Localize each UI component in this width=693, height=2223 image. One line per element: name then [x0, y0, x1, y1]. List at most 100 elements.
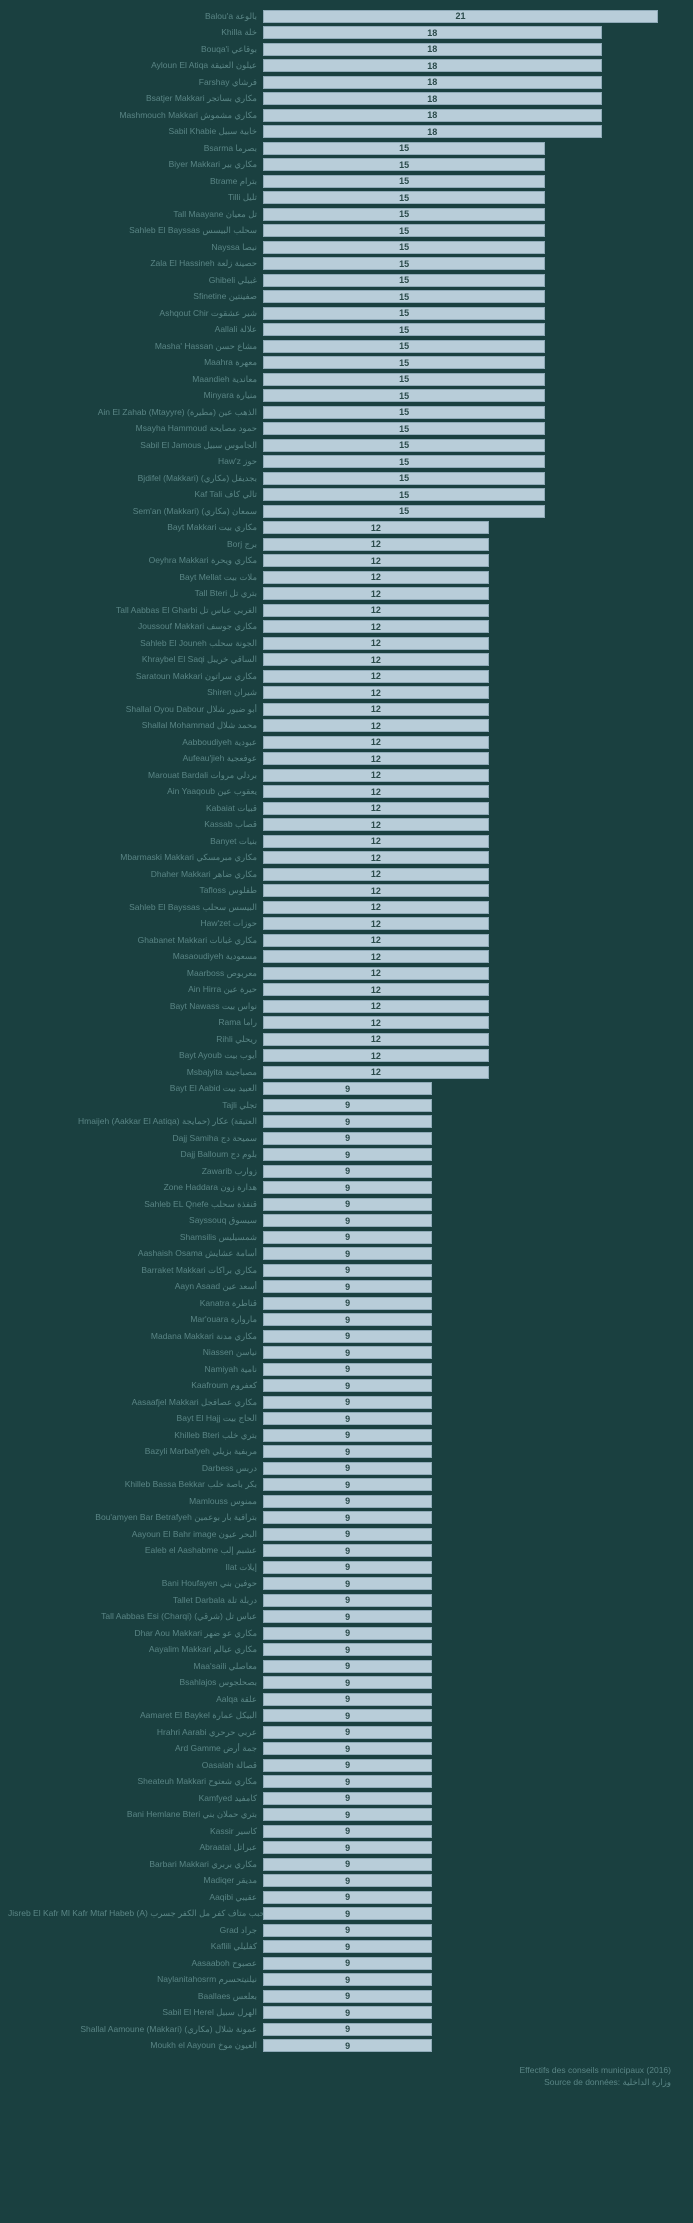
chart-row: Namiyah نامية9: [8, 1361, 673, 1378]
row-label: Ghabanet Makkari مكاري غبانات: [8, 935, 263, 946]
bar-value: 12: [263, 835, 489, 848]
bar-area: 18: [263, 109, 673, 122]
row-label: Tilli تليل: [8, 192, 263, 203]
bar-area: 12: [263, 1000, 673, 1013]
bar-value: 9: [263, 1132, 432, 1145]
row-label: Marouat Bardali بردلي مروات: [8, 770, 263, 781]
chart-row: Aallali علالة15: [8, 322, 673, 339]
chart-row: Shamsilis شمسيليس9: [8, 1229, 673, 1246]
row-label: Barraket Makkari مكاري براكات: [8, 1265, 263, 1276]
row-label: Tajli تجلي: [8, 1100, 263, 1111]
bar-value: 9: [263, 1115, 432, 1128]
bar-area: 12: [263, 752, 673, 765]
bar-value: 12: [263, 604, 489, 617]
bar-value: 15: [263, 241, 545, 254]
chart-row: Baallaes بعلعس9: [8, 1988, 673, 2005]
bar-area: 9: [263, 1924, 673, 1937]
chart-row: Bani Houfayen حوفين بني9: [8, 1576, 673, 1593]
bar-area: 9: [263, 1511, 673, 1524]
bar-area: 9: [263, 1544, 673, 1557]
chart-row: Khraybel El Saqi الساقي خريبل12: [8, 652, 673, 669]
row-label: Masaoudiyeh مسعودية: [8, 951, 263, 962]
bar-value: 12: [263, 917, 489, 930]
bar-area: 12: [263, 901, 673, 914]
bar-value: 9: [263, 1957, 432, 1970]
row-label: Bayt El Hajj الحاج بيت: [8, 1413, 263, 1424]
bar-value: 15: [263, 389, 545, 402]
bar-area: 9: [263, 1396, 673, 1409]
chart-row: Ashqout Chir شير عشقوت15: [8, 305, 673, 322]
row-label: Msbajyita مصباجيتة: [8, 1067, 263, 1078]
row-label: Ard Gamme جمة أرض: [8, 1743, 263, 1754]
chart-row: Bayt El Aabid العبيد بيت9: [8, 1081, 673, 1098]
row-label: Sabil El Herel الهرل سبيل: [8, 2007, 263, 2018]
bar-area: 9: [263, 1874, 673, 1887]
bar-value: 15: [263, 472, 545, 485]
row-label: Bsarma بصرما: [8, 143, 263, 154]
row-label: Mar'ouara ماروارة: [8, 1314, 263, 1325]
bar-value: 9: [263, 1891, 432, 1904]
row-label: Sabil El Jamous الجاموس سبيل: [8, 440, 263, 451]
chart-row: Minyara منيارة15: [8, 388, 673, 405]
bar-value: 9: [263, 2039, 432, 2052]
bar-area: 21: [263, 10, 673, 23]
bar-area: 12: [263, 670, 673, 683]
bar-area: 9: [263, 1676, 673, 1689]
row-label: Bani Houfayen حوفين بني: [8, 1578, 263, 1589]
row-label: Bsahlajos بصحلجوس: [8, 1677, 263, 1688]
bar-value: 15: [263, 175, 545, 188]
bar-area: 12: [263, 521, 673, 534]
row-label: Kanatra قناطرة: [8, 1298, 263, 1309]
row-label: Shallal Mohammad محمد شلال: [8, 720, 263, 731]
row-label: Aayn Asaad أسعد عين: [8, 1281, 263, 1292]
bar-value: 12: [263, 1033, 489, 1046]
row-label: Tall Aabbas El Gharbi الغربي عباس تل: [8, 605, 263, 616]
bar-area: 12: [263, 934, 673, 947]
bar-value: 9: [263, 1429, 432, 1442]
bar-area: 9: [263, 2039, 673, 2052]
bar-area: 9: [263, 2023, 673, 2036]
row-label: Grad جراد: [8, 1925, 263, 1936]
bar-value: 9: [263, 1231, 432, 1244]
row-label: Aalqa علقة: [8, 1694, 263, 1705]
bar-area: 9: [263, 1594, 673, 1607]
bar-value: 15: [263, 158, 545, 171]
bar-area: 12: [263, 851, 673, 864]
row-label: Aufeau'jieh عوفعجية: [8, 753, 263, 764]
row-label: Masha' Hassan مشاع حسن: [8, 341, 263, 352]
chart-row: Haw'z حوز15: [8, 454, 673, 471]
row-label: Niassen نياسن: [8, 1347, 263, 1358]
bar-area: 12: [263, 587, 673, 600]
bar-area: 9: [263, 1726, 673, 1739]
chart-row: Kabaiat قبيات12: [8, 800, 673, 817]
bar-value: 12: [263, 851, 489, 864]
bar-value: 15: [263, 257, 545, 270]
bar-value: 12: [263, 967, 489, 980]
row-label: Tafloss طفلوس: [8, 885, 263, 896]
bar-area: 9: [263, 1412, 673, 1425]
chart-row: Tall Maayane تل معيان15: [8, 206, 673, 223]
chart-row: Masaoudiyeh مسعودية12: [8, 949, 673, 966]
bar-area: 9: [263, 1379, 673, 1392]
chart-row: Grad جراد9: [8, 1922, 673, 1939]
bar-area: 15: [263, 406, 673, 419]
chart-row: Bou'amyen Bar Betrafyeh بترافية بار بوعم…: [8, 1510, 673, 1527]
row-label: Madiqer مديقر: [8, 1875, 263, 1886]
row-label: Naylanitahosrm نيلنيتحسرم: [8, 1974, 263, 1985]
bar-value: 12: [263, 934, 489, 947]
chart-row: Sabil El Herel الهرل سبيل9: [8, 2005, 673, 2022]
row-label: Khilleb Bteri بتري خلب: [8, 1430, 263, 1441]
bar-value: 18: [263, 125, 602, 138]
chart-row: Sabil El Jamous الجاموس سبيل15: [8, 437, 673, 454]
chart-row: Moukh el Aayoun العيون موخ9: [8, 2038, 673, 2055]
bar-value: 9: [263, 1148, 432, 1161]
chart-row: Aaqibi عقيبي9: [8, 1889, 673, 1906]
chart-row: Bsahlajos بصحلجوس9: [8, 1675, 673, 1692]
chart-row: Aalqa علقة9: [8, 1691, 673, 1708]
bar-area: 15: [263, 455, 673, 468]
bar-area: 9: [263, 1825, 673, 1838]
bar-value: 9: [263, 1940, 432, 1953]
bar-area: 9: [263, 1247, 673, 1260]
row-label: Zala El Hassineh حصينة زلعة: [8, 258, 263, 269]
bar-area: 9: [263, 1429, 673, 1442]
